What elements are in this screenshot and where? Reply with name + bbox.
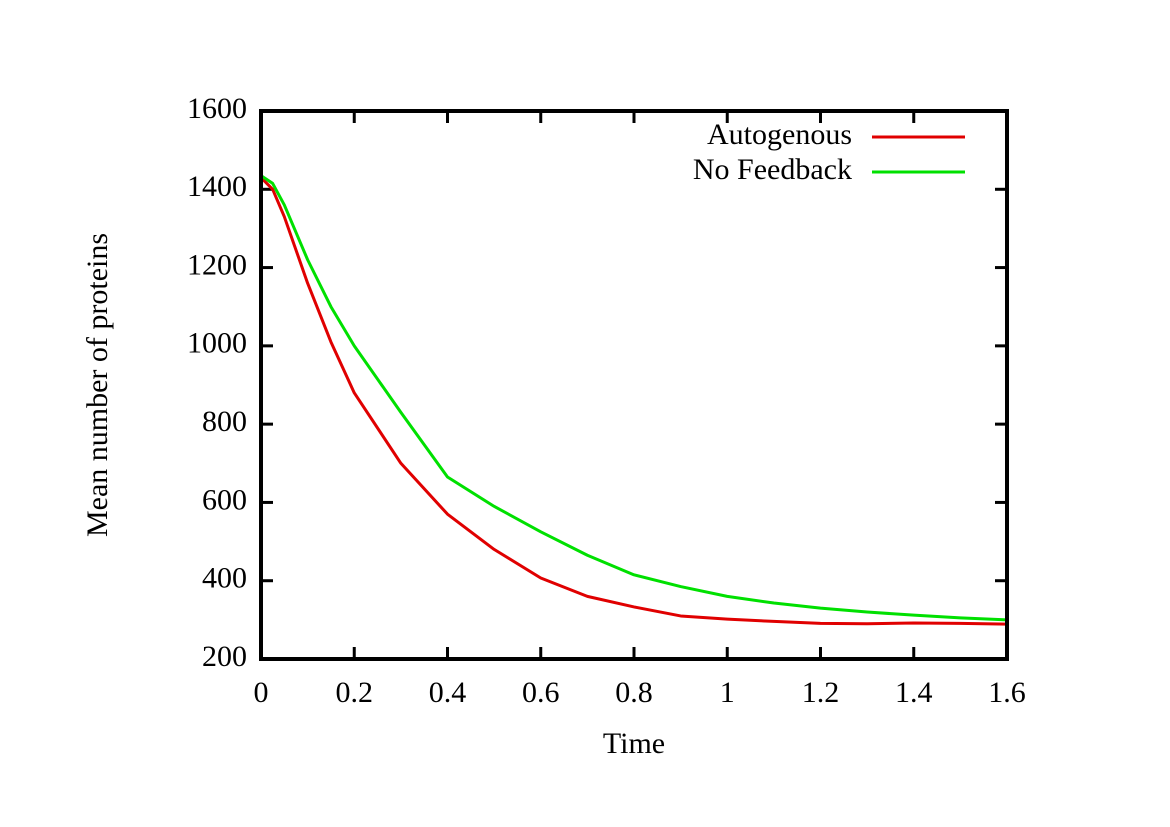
- x-tick-label: 1.2: [802, 676, 840, 709]
- y-tick-label: 400: [202, 562, 247, 595]
- x-tick-label: 1.4: [895, 676, 933, 709]
- x-axis-label: Time: [603, 727, 665, 760]
- series-line: [259, 176, 1008, 626]
- y-tick-label: 1200: [187, 248, 247, 281]
- y-tick-label: 1000: [187, 327, 247, 360]
- x-tick-label: 0: [254, 676, 269, 709]
- x-tick-label: 1: [720, 676, 735, 709]
- legend-label: Autogenous: [707, 118, 852, 151]
- x-tick-label: 0.6: [522, 676, 560, 709]
- legend-label: No Feedback: [693, 153, 852, 186]
- x-tick-label: 0.4: [429, 676, 467, 709]
- x-tick-label: 0.2: [336, 676, 374, 709]
- x-tick-label: 0.8: [615, 676, 653, 709]
- y-axis-label: Mean number of proteins: [81, 233, 114, 537]
- plot-frame: [259, 109, 1009, 661]
- y-tick-label: 1400: [187, 170, 247, 203]
- y-tick-label: 200: [202, 640, 247, 673]
- series-line: [260, 174, 1008, 622]
- y-tick-label: 1600: [187, 92, 247, 125]
- y-tick-label: 800: [202, 405, 247, 438]
- x-tick-label: 1.6: [988, 676, 1026, 709]
- y-tick-label: 600: [202, 483, 247, 516]
